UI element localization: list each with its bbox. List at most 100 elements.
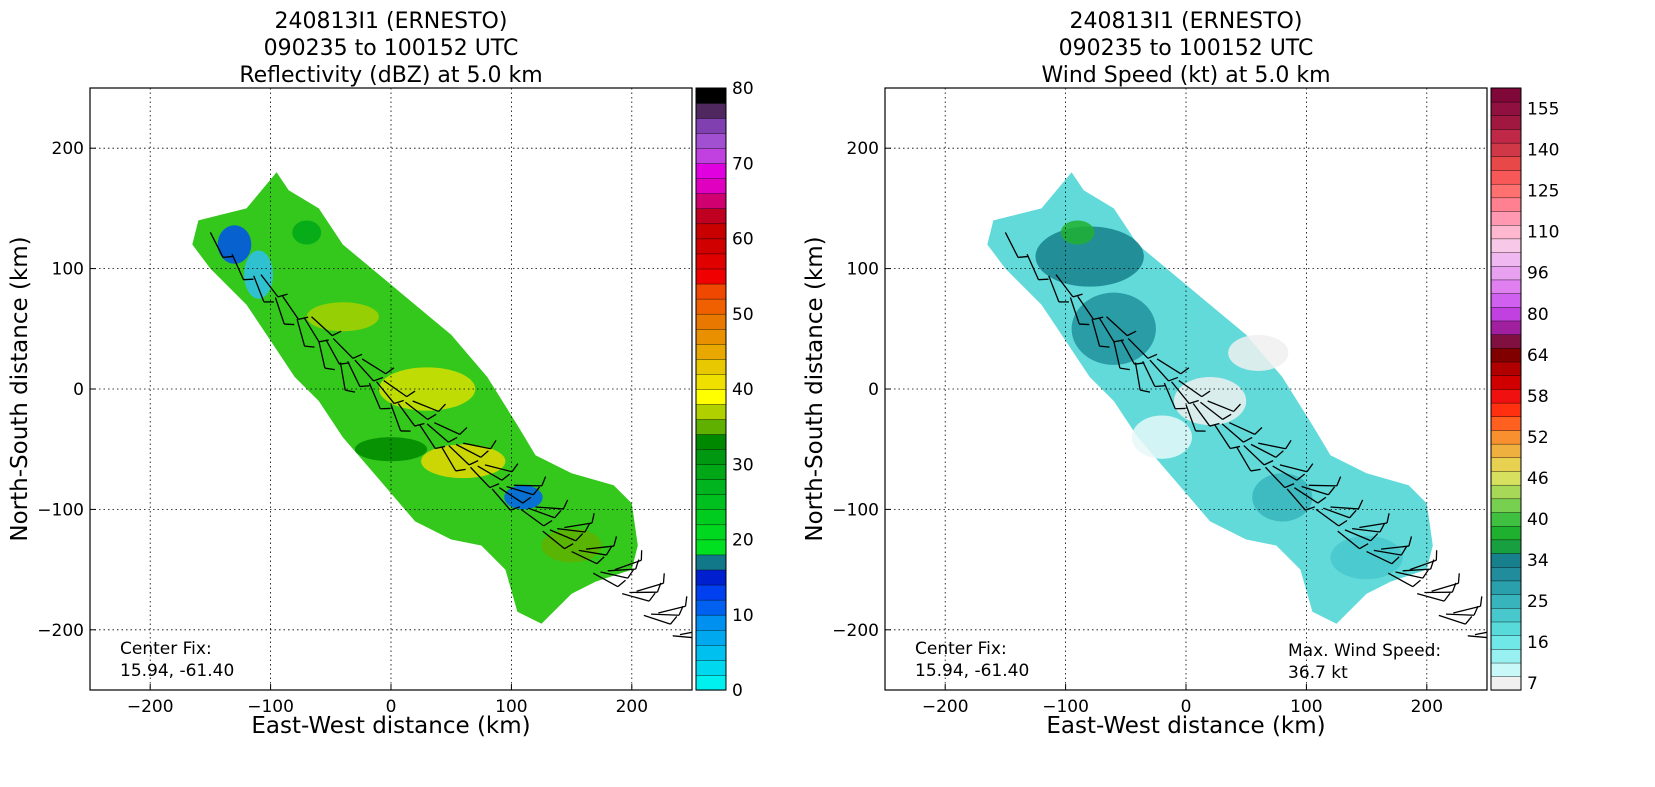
wind-wind-barb-flag (1126, 330, 1137, 337)
reflectivity-wind-barb (745, 699, 773, 700)
reflectivity-plot-area (89, 87, 776, 700)
wind-wind-barb (1294, 487, 1319, 504)
reflectivity-wind-barb (463, 442, 491, 450)
wind-wind-barb (1540, 699, 1568, 700)
wind-wind-barb (1214, 424, 1231, 449)
reflectivity-colorbar-segment (695, 599, 727, 616)
reflectivity-colorbar-segment (695, 313, 727, 330)
reflectivity-wind-barb (499, 487, 524, 504)
wind-title-line-3: Wind Speed (kt) at 5.0 km (1041, 63, 1330, 88)
wind-title-line-2: 090235 to 100152 UTC (1059, 36, 1314, 61)
reflectivity-x-tick-label: 100 (495, 697, 527, 717)
wind-wind-barb-flag (1072, 293, 1083, 298)
reflectivity-wind-barb (528, 507, 555, 519)
wind-colorbar-segment (1490, 375, 1522, 390)
reflectivity-wind-barb (311, 316, 333, 337)
reflectivity-colorbar-segment (695, 132, 727, 149)
reflectivity-wind-barb-flag (522, 496, 532, 504)
wind-y-ticks: −200 −100 0 100 200 (832, 139, 891, 641)
reflectivity-wind-barb-flag (352, 353, 363, 359)
reflectivity-colorbar-segment (695, 584, 727, 601)
wind-colorbar-tick-label: 140 (1527, 141, 1559, 161)
reflectivity-wind-barb (426, 423, 449, 443)
reflectivity-colorbar-tick-label: 50 (732, 305, 754, 325)
wind-x-ticks: −200 −100 0 100 200 (922, 684, 1443, 717)
wind-y-tick-label: 100 (847, 260, 879, 280)
wind-colorbar-segment (1490, 293, 1522, 308)
wind-wind-barb (1337, 530, 1360, 550)
reflectivity-wind-barb (491, 488, 511, 511)
wind-colorbar-tick-label: 64 (1527, 346, 1549, 366)
wind-y-tick-label: −100 (832, 500, 879, 520)
wind-wind-barb (1344, 529, 1371, 542)
wind-colorbar-segment (1490, 648, 1522, 664)
wind-y-tick-label: 0 (868, 380, 879, 400)
wind-field-patch (1228, 334, 1289, 371)
reflectivity-wind-barb-flag (751, 666, 754, 676)
reflectivity-wind-barb-flag (339, 362, 350, 365)
reflectivity-wind-barb-flag (345, 389, 356, 393)
wind-wind-barb (1301, 485, 1329, 496)
reflectivity-x-axis-label: East-West distance (km) (251, 713, 530, 739)
wind-wind-barb-flag (1336, 476, 1342, 487)
reflectivity-field-patch (504, 485, 543, 510)
reflectivity-wind-barb-flag (554, 509, 562, 519)
reflectivity-wind-barb (260, 274, 279, 298)
wind-wind-barb-flag (1479, 596, 1483, 607)
reflectivity-wind-barb (347, 361, 361, 387)
wind-wind-barb (1474, 631, 1487, 636)
reflectivity-wind-barb (441, 446, 457, 472)
reflectivity-wind-barb (303, 317, 320, 343)
wind-wind-barb (1149, 359, 1170, 382)
wind-wind-barb (1258, 442, 1286, 450)
wind-wind-barb-flag (1243, 436, 1253, 443)
wind-colorbar-segment (1490, 511, 1522, 527)
wind-wind-barb-flag (1275, 450, 1284, 458)
wind-x-tick-label: 200 (1411, 697, 1443, 717)
reflectivity-wind-barb (383, 380, 408, 398)
wind-colorbar-segment (1490, 676, 1522, 691)
reflectivity-wind-barb-flag (455, 468, 466, 472)
wind-colorbar-segment (1490, 607, 1522, 623)
reflectivity-colorbar: 0 10 20 30 40 50 60 70 80 (695, 79, 754, 701)
reflectivity-colorbar-segment (695, 208, 727, 225)
wind-colorbar-segment (1490, 484, 1522, 500)
reflectivity-colorbar-segment (695, 388, 727, 405)
reflectivity-wind-barb (643, 614, 671, 625)
wind-wind-barb (1221, 423, 1244, 443)
reflectivity-wind-barb-flag (773, 689, 776, 698)
wind-wind-barb (1438, 614, 1466, 625)
wind-wind-barb (1207, 400, 1234, 413)
reflectivity-colorbar-segment (695, 117, 727, 134)
wind-wind-barb-flag (1222, 413, 1232, 420)
wind-wind-barb-flag (1284, 483, 1295, 489)
wind-wind-barb-flag (1263, 460, 1274, 466)
wind-wind-barb-flag (1168, 376, 1179, 382)
wind-wind-barb-flag (1386, 513, 1390, 524)
reflectivity-colorbar-segment (695, 674, 727, 691)
wind-wind-barb-flag (1180, 367, 1190, 375)
reflectivity-colorbar-segment (695, 659, 727, 676)
wind-x-tick-label: 100 (1290, 697, 1322, 717)
wind-wind-barb (1236, 446, 1252, 472)
reflectivity-field-patch (306, 302, 379, 332)
reflectivity-field (192, 172, 638, 624)
reflectivity-colorbar-segment (695, 343, 727, 360)
wind-wind-barb-flag (1113, 339, 1124, 343)
wind-wind-barb-flag (1230, 445, 1241, 450)
reflectivity-wind-barb (376, 381, 395, 404)
reflectivity-title-line-1: 240813I1 (ERNESTO) (275, 9, 508, 34)
wind-colorbar-segment (1490, 457, 1522, 472)
reflectivity-colorbar-segment (695, 524, 727, 541)
wind-colorbar-segment (1490, 334, 1522, 349)
reflectivity-y-tick-label: −100 (37, 500, 84, 520)
wind-colorbar-tick-label: 46 (1527, 469, 1549, 489)
reflectivity-wind-barb (209, 232, 224, 258)
reflectivity-colorbar-tick-label: 40 (732, 380, 754, 400)
wind-wind-barb-flag (1317, 496, 1327, 504)
wind-wind-barb (1200, 401, 1223, 420)
reflectivity-colorbar-segment (695, 403, 727, 420)
wind-wind-barb-flag (1134, 362, 1145, 365)
reflectivity-wind-barb (477, 465, 503, 481)
wind-grid (885, 88, 1487, 690)
